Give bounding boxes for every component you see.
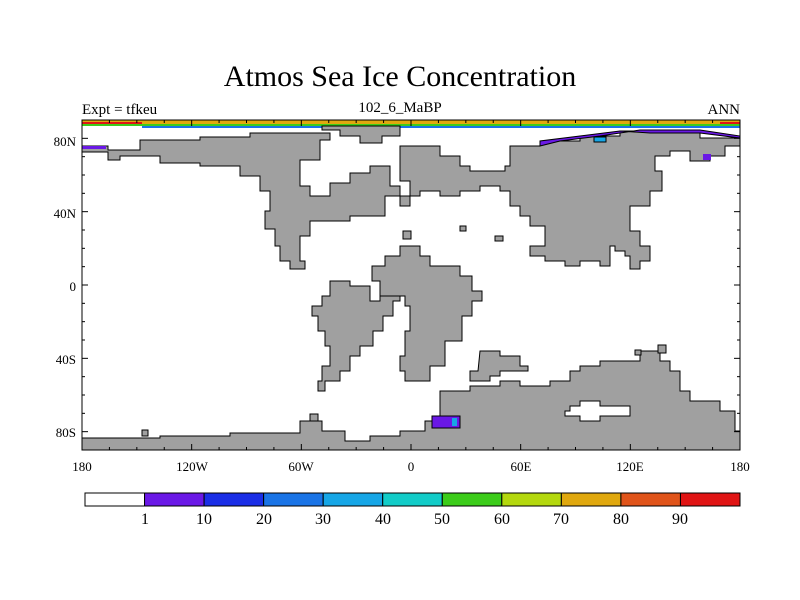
experiment-label: Expt = tfkeu — [82, 102, 158, 118]
colorbar-label: 90 — [672, 511, 688, 528]
sea-ice-band-low — [142, 126, 740, 128]
y-tick-label: 40N — [54, 206, 77, 221]
colorbar-label: 40 — [375, 511, 391, 528]
land-islet-6 — [657, 344, 667, 354]
axis-ticks — [81, 119, 741, 451]
land-north-america — [81, 132, 401, 270]
x-tick-label: 120E — [616, 459, 644, 474]
sea-ice-band-max-east — [720, 122, 740, 124]
x-tick-label: 60E — [511, 459, 532, 474]
colorbar-swatch — [679, 492, 741, 507]
land-islet-1 — [402, 230, 412, 240]
colorbar-label: 10 — [196, 511, 212, 528]
colorbar — [84, 492, 741, 507]
sea-ice-arctic-patch — [593, 136, 607, 143]
sea-ice-patch-south-core — [452, 418, 457, 426]
colorbar-label: 60 — [494, 511, 510, 528]
colorbar-swatch — [322, 492, 384, 507]
land-greenland — [321, 125, 401, 144]
colorbar-swatch — [620, 492, 681, 507]
y-tick-label: 80N — [54, 134, 77, 149]
colorbar-swatch — [560, 492, 622, 507]
y-tick-label: 0 — [70, 279, 77, 294]
x-tick-label: 0 — [408, 459, 415, 474]
colorbar-swatch — [203, 492, 265, 507]
sea-ice-west-patch — [82, 146, 106, 149]
sea-ice-band-max — [82, 122, 142, 124]
map-panel — [81, 119, 741, 451]
colorbar-swatch — [382, 492, 443, 507]
colorbar-swatch — [441, 492, 503, 507]
land-islet-7 — [634, 349, 642, 356]
sea-ice-patches — [82, 129, 741, 429]
land-islet-5 — [309, 413, 319, 422]
colorbar-swatch — [144, 492, 205, 507]
plot-title: Atmos Sea Ice Concentration — [223, 60, 577, 93]
colorbar-label: 30 — [315, 511, 331, 528]
colorbar-label: 70 — [553, 511, 569, 528]
colorbar-label: 80 — [613, 511, 629, 528]
land-india — [469, 350, 529, 382]
land-africa — [371, 245, 483, 382]
y-tick-label: 40S — [56, 352, 76, 367]
x-tick-label: 180 — [72, 459, 92, 474]
land-islet-4 — [141, 429, 149, 437]
colorbar-label: 50 — [434, 511, 450, 528]
land-antarctica-australia — [81, 350, 741, 451]
colorbar-labels: 1 10 20 30 40 50 60 70 80 90 — [141, 511, 688, 528]
colorbar-swatch — [84, 492, 146, 507]
x-tick-label: 120W — [176, 459, 209, 474]
y-axis-labels: 80N 40N 0 40S 80S — [54, 134, 77, 440]
y-tick-label: 80S — [56, 425, 76, 440]
land-islet-3 — [494, 235, 504, 242]
sea-ice-arctic-patch-2 — [703, 154, 711, 160]
x-tick-label: 180 — [730, 459, 750, 474]
x-tick-label: 60W — [288, 459, 314, 474]
period-label: 102_6_MaBP — [358, 100, 442, 116]
x-axis-labels: 180 120W 60W 0 60E 120E 180 — [72, 459, 750, 474]
colorbar-label: 20 — [256, 511, 272, 528]
colorbar-swatch — [501, 492, 562, 507]
inland-sea — [564, 400, 631, 422]
season-label: ANN — [707, 102, 741, 118]
colorbar-swatch — [263, 492, 324, 507]
land-masses — [81, 125, 741, 451]
land-islet-2 — [459, 225, 467, 232]
colorbar-label: 1 — [141, 511, 149, 528]
land-eurasia — [399, 130, 741, 270]
